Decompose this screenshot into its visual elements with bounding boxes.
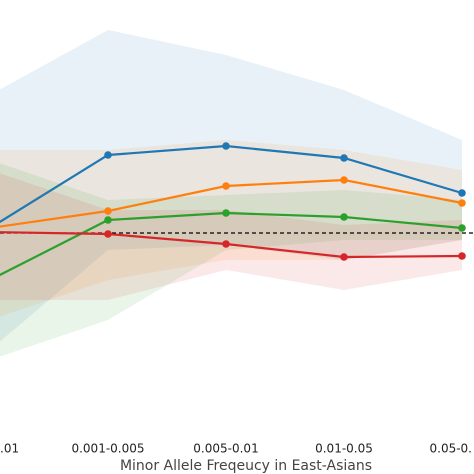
data-point xyxy=(340,176,348,184)
data-point xyxy=(458,252,466,260)
data-point xyxy=(458,224,466,232)
x-axis-label: Minor Allele Freqeucy in East-Asians xyxy=(120,458,372,474)
confidence-band xyxy=(0,140,462,317)
bands xyxy=(0,30,462,357)
x-tick-label: 0.01-0.05 xyxy=(315,442,373,456)
data-point xyxy=(458,199,466,207)
data-point xyxy=(222,209,230,217)
data-point xyxy=(222,240,230,248)
data-point xyxy=(104,230,112,238)
data-point xyxy=(222,182,230,190)
x-tick-label: .01 xyxy=(0,442,19,456)
x-tick-label: 0.05-0. xyxy=(430,442,473,456)
confidence-band xyxy=(0,173,462,300)
x-tick-label: 0.001-0.005 xyxy=(71,442,144,456)
data-point xyxy=(340,253,348,261)
data-point xyxy=(222,142,230,150)
data-point xyxy=(340,213,348,221)
data-point xyxy=(104,151,112,159)
data-point xyxy=(340,154,348,162)
confidence-band xyxy=(0,163,462,357)
data-point xyxy=(104,207,112,215)
data-point xyxy=(104,216,112,224)
data-point xyxy=(458,189,466,197)
x-tick-label: 0.005-0.01 xyxy=(193,442,258,456)
